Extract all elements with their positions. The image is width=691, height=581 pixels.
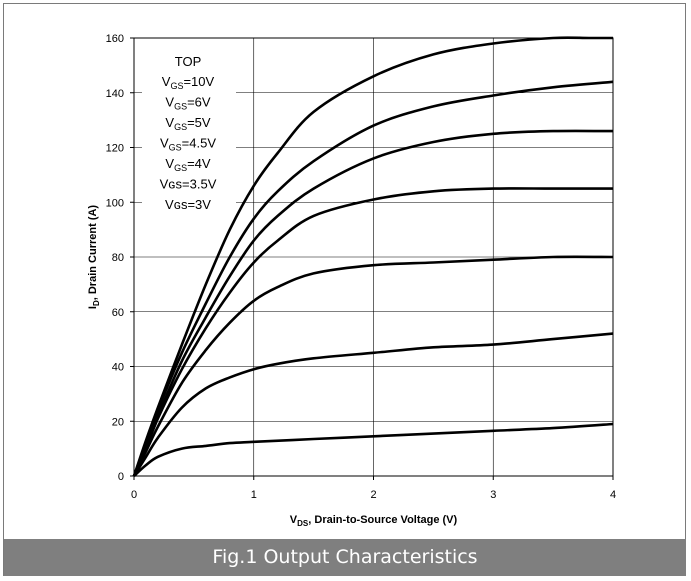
y-tick-label: 120 <box>106 143 124 155</box>
y-tick-label: 40 <box>112 362 124 374</box>
y-tick-label: 160 <box>106 33 124 45</box>
series-line-1 <box>132 36 613 477</box>
legend-entry: VGS=4.5V <box>160 136 216 153</box>
y-tick-label: 100 <box>106 197 124 209</box>
y-tick-labels: 0 20 40 60 80 100 120 140 160 <box>106 33 134 483</box>
y-axis-label: ID, Drain Current (A) <box>87 205 101 310</box>
legend-entry: VGS=4V <box>165 156 211 173</box>
series-line-2 <box>132 80 614 477</box>
series-line-5 <box>132 255 614 477</box>
y-tick-label: 20 <box>112 416 124 428</box>
x-tick-label: 0 <box>131 489 137 501</box>
legend-entry: VGS=10V <box>162 74 215 91</box>
x-tick-label: 4 <box>610 489 616 501</box>
legend-entry: Vɢs=3V <box>165 197 211 212</box>
y-tick-label: 140 <box>106 88 124 100</box>
figure-frame <box>3 3 686 576</box>
legend: TOP VGS=10V VGS=6V VGS=5V VGS=4.5V VGS=4V Vɢs=… <box>142 46 236 214</box>
x-tick-label: 1 <box>251 489 257 501</box>
y-tick-label: 0 <box>118 471 124 483</box>
figure-caption: Fig.1 Output Characteristics <box>4 539 686 576</box>
series-line-4 <box>132 187 613 477</box>
series-layer <box>132 36 614 477</box>
x-axis-label: VDS, Drain-to-Source Voltage (V) <box>290 514 458 528</box>
legend-header: TOP <box>175 54 202 69</box>
y-tick-label: 80 <box>112 252 124 264</box>
legend-entry: Vɢs=3.5V <box>160 177 217 192</box>
legend-background <box>142 46 236 214</box>
series-line-7 <box>133 422 614 477</box>
legend-entry: VGS=6V <box>165 95 211 112</box>
legend-entry: VGS=5V <box>165 115 211 132</box>
output-characteristics-chart: 0 20 40 60 80 100 120 140 160 0 1 2 3 4 TOP VGS=10V VG… <box>87 33 616 528</box>
y-tick-label: 60 <box>112 307 124 319</box>
x-tick-label: 3 <box>490 489 496 501</box>
series-line-6 <box>132 332 614 477</box>
x-tick-label: 2 <box>370 489 376 501</box>
x-tick-labels: 0 1 2 3 4 <box>131 476 616 501</box>
